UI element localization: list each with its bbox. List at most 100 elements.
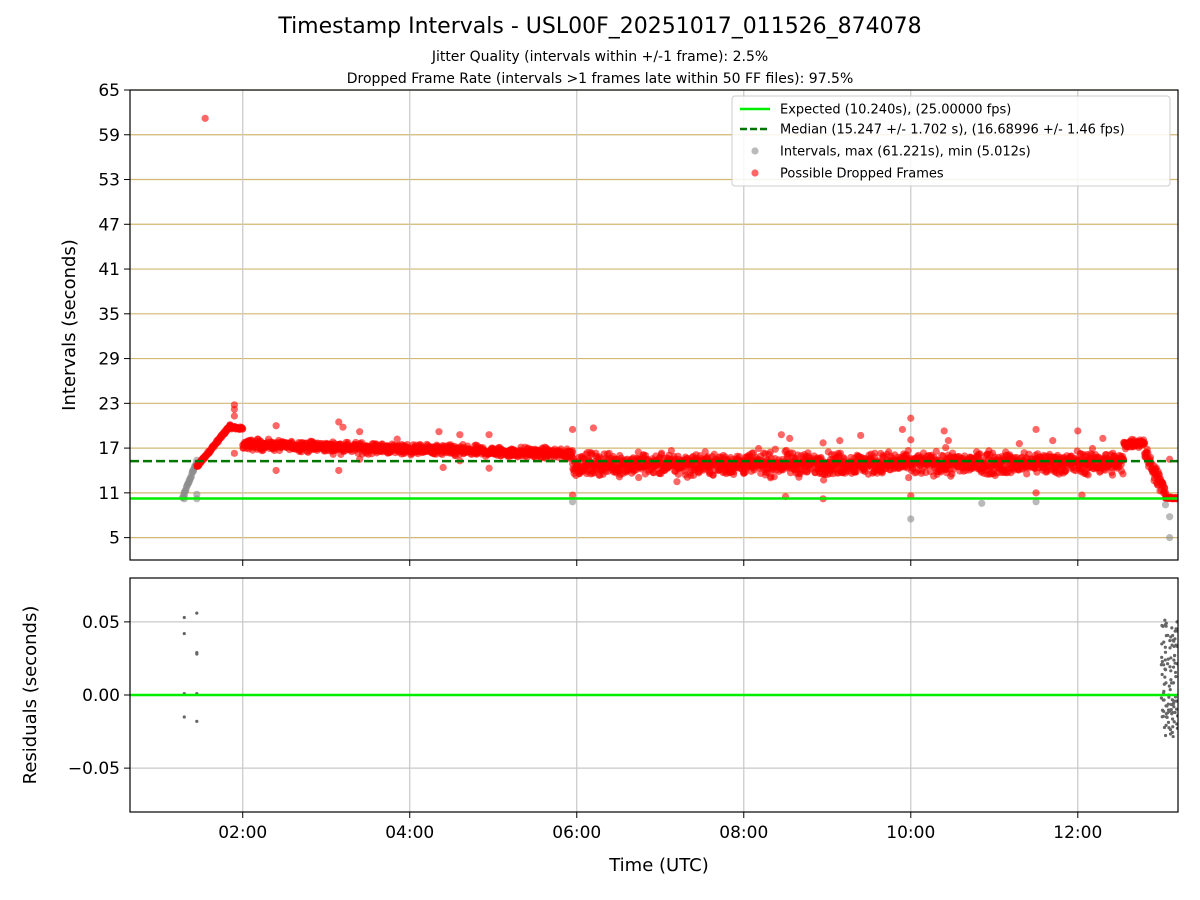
intervals-axes-frame: [129, 89, 1179, 561]
interval-point: [193, 490, 201, 498]
residual-point: [1168, 665, 1172, 669]
residual-point: [1160, 655, 1164, 659]
residual-point: [1162, 709, 1166, 713]
y-tick-label: 65: [98, 81, 120, 101]
x-tick-label: 08:00: [719, 823, 768, 843]
dropped-frame-point: [1146, 453, 1155, 461]
dropped-frame-point: [770, 473, 778, 481]
legend-box: [731, 95, 1171, 187]
dropped-frame-point: [201, 114, 209, 122]
residual-point: [1166, 720, 1171, 724]
chart-title: Timestamp Intervals - USL00F_20251017_01…: [278, 14, 922, 39]
residual-point: [1175, 620, 1178, 624]
residual-point: [1163, 618, 1167, 622]
residual-point: [1167, 684, 1171, 688]
dropped-frame-point: [230, 405, 238, 413]
interval-point: [1161, 501, 1170, 509]
dropped-frame-point: [230, 412, 238, 420]
dropped-frame-point: [335, 466, 343, 475]
dropped-frame-point: [1119, 470, 1127, 478]
dropped-frame-point: [1088, 444, 1097, 453]
residuals-plot-area: [130, 578, 1178, 812]
residual-point: [1168, 709, 1172, 713]
residual-point: [195, 611, 199, 615]
residual-point: [1166, 662, 1170, 666]
residual-point: [1167, 695, 1171, 699]
residual-y-tick-label: 0.00: [82, 686, 120, 706]
residual-point: [1160, 672, 1164, 677]
residual-y-tick-label: −0.05: [68, 759, 120, 779]
dropped-frame-point: [439, 463, 447, 472]
dropped-frame-point: [485, 431, 493, 439]
dropped-frame-point: [485, 464, 493, 472]
dropped-frame-point: [568, 491, 577, 499]
dropped-frame-point: [819, 439, 827, 447]
dropped-frame-point: [907, 414, 915, 422]
dropped-frame-point: [589, 424, 598, 432]
residual-point: [1175, 644, 1178, 648]
y-tick-label: 41: [98, 260, 120, 280]
residual-point: [1168, 646, 1172, 650]
residual-point: [1170, 702, 1174, 707]
residual-point: [1174, 699, 1178, 703]
dropped-frame-point: [335, 418, 343, 426]
dropped-frame-point: [777, 431, 785, 439]
residual-point: [1163, 645, 1167, 649]
chart-subtitle-dropped: Dropped Frame Rate (intervals >1 frames …: [346, 71, 854, 87]
residual-point: [1169, 656, 1173, 660]
legend-swatch-dropped: [751, 169, 759, 177]
residual-point: [1170, 626, 1174, 630]
dropped-frame-point: [1049, 437, 1057, 445]
dropped-frame-point: [230, 449, 238, 457]
dropped-frame-point: [1108, 471, 1117, 479]
y-tick-label: 53: [98, 171, 120, 191]
chart-subtitle-jitter: Jitter Quality (intervals within +/-1 fr…: [431, 49, 769, 65]
y-tick-label: 17: [98, 439, 120, 459]
residual-point: [182, 615, 186, 620]
residual-point: [1174, 707, 1178, 711]
x-axis-label: Time (UTC): [608, 855, 709, 876]
residual-point: [1173, 637, 1177, 641]
interval-point: [1032, 498, 1040, 506]
dropped-frame-point: [649, 469, 658, 477]
interval-point: [907, 515, 915, 523]
residual-point: [1169, 678, 1173, 682]
dropped-frame-point: [1074, 427, 1082, 435]
residual-point: [1163, 658, 1167, 662]
dropped-frame-point: [1023, 470, 1031, 478]
residual-point: [1171, 734, 1175, 739]
dropped-frame-point: [976, 450, 984, 458]
residual-point: [195, 719, 199, 723]
dropped-frame-point: [673, 478, 681, 486]
residual-point: [1172, 720, 1176, 724]
residual-point: [1169, 635, 1173, 639]
dropped-frame-point: [944, 437, 952, 445]
legend-entry: Intervals, max (61.221s), min (5.012s): [780, 145, 1031, 160]
dropped-frame-point: [1061, 467, 1070, 475]
dropped-frame-point: [820, 476, 828, 484]
residual-point: [1170, 717, 1175, 721]
dropped-frame-point: [1099, 434, 1107, 442]
dropped-frame-point: [904, 446, 912, 455]
residual-point: [1166, 657, 1170, 661]
residual-point: [1170, 698, 1174, 702]
interval-point: [568, 498, 577, 506]
dropped-frame-point: [771, 445, 779, 453]
residual-point: [1169, 669, 1173, 673]
dropped-frame-point: [907, 436, 915, 444]
residual-point: [195, 650, 199, 655]
dropped-frame-point: [674, 470, 682, 478]
x-tick-label: 02:00: [218, 823, 267, 843]
residual-point: [1168, 639, 1172, 643]
y-tick-label: 5: [109, 529, 120, 549]
residual-point: [1173, 710, 1177, 715]
y-tick-label: 11: [98, 484, 120, 504]
residual-point: [1168, 728, 1173, 732]
residual-point: [1159, 696, 1163, 700]
residual-point: [1173, 670, 1178, 675]
legend-entry: Median (15.247 +/- 1.702 s), (16.68996 +…: [780, 123, 1125, 138]
dropped-frame-point: [456, 431, 464, 439]
residual-point: [1164, 681, 1168, 685]
y-tick-label: 29: [98, 350, 120, 370]
dropped-frame-point: [239, 425, 247, 433]
